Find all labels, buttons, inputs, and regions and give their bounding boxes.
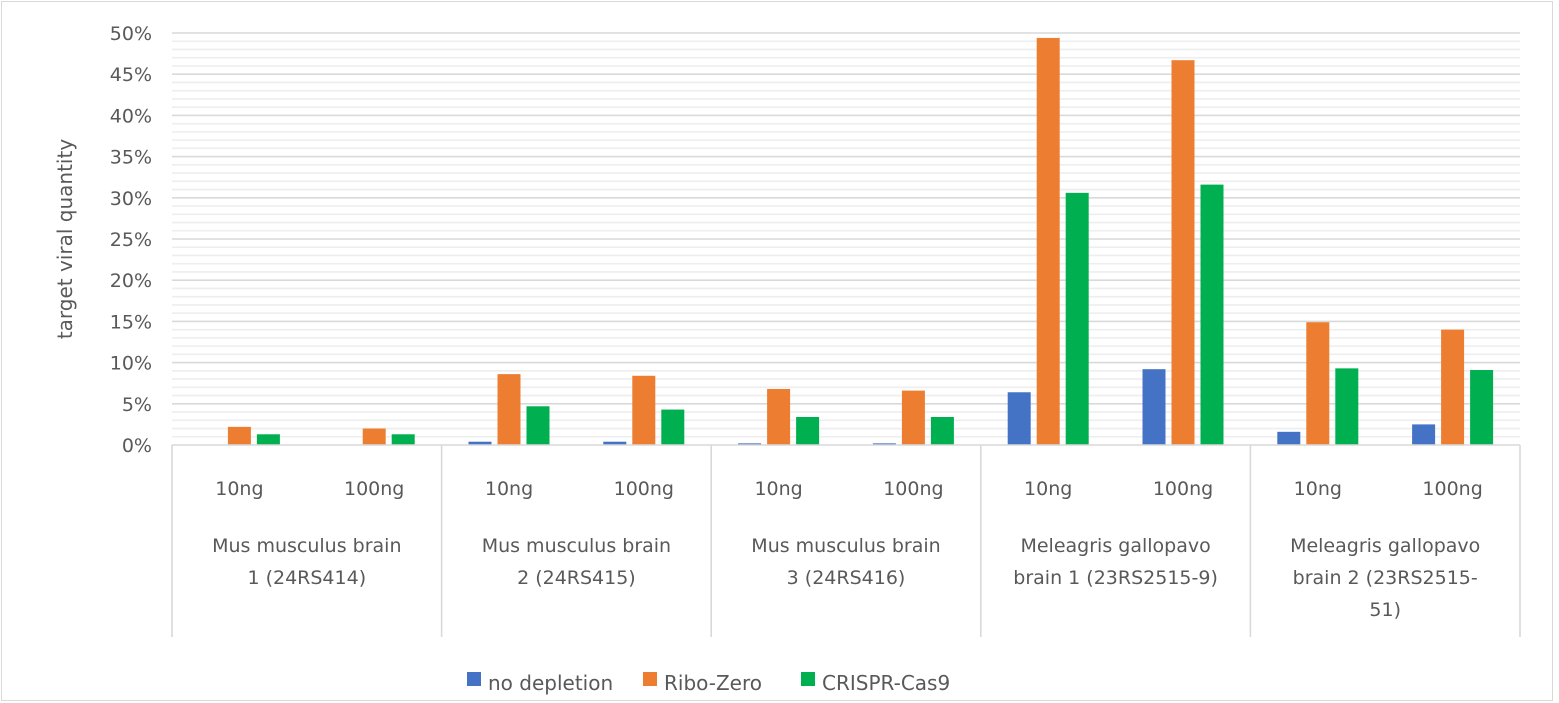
y-axis-title: target viral quantity bbox=[53, 139, 77, 339]
category-label: 10ng bbox=[754, 478, 802, 500]
category-label: 10ng bbox=[1294, 478, 1342, 500]
category-label: 100ng bbox=[1422, 478, 1482, 500]
bar-ribo-zero bbox=[1306, 322, 1330, 445]
bar-crispr-cas9 bbox=[1065, 192, 1089, 445]
bar-ribo-zero bbox=[767, 388, 791, 445]
bar-crispr-cas9 bbox=[661, 409, 685, 445]
bar-ribo-zero bbox=[901, 390, 925, 445]
category-label: 10ng bbox=[1024, 478, 1072, 500]
y-tick-label: 20% bbox=[110, 270, 152, 292]
group-label: 2 (24RS415) bbox=[517, 567, 636, 589]
bar-no-depletion bbox=[1277, 431, 1301, 445]
bar-ribo-zero bbox=[362, 428, 386, 445]
legend-swatch-crispr-cas9 bbox=[801, 672, 815, 686]
bar-crispr-cas9 bbox=[1470, 370, 1494, 445]
category-label: 100ng bbox=[614, 478, 674, 500]
group-label: Meleagris gallopavo bbox=[1020, 535, 1210, 557]
bar-crispr-cas9 bbox=[796, 416, 820, 445]
legend-swatch-ribo-zero bbox=[643, 672, 657, 686]
bar-no-depletion bbox=[1007, 392, 1031, 445]
legend-label: CRISPR-Cas9 bbox=[822, 671, 950, 695]
bar-crispr-cas9 bbox=[1200, 184, 1224, 445]
group-label: Mus musculus brain bbox=[751, 535, 940, 557]
bar-no-depletion bbox=[738, 443, 762, 445]
category-label: 10ng bbox=[485, 478, 533, 500]
bar-no-depletion bbox=[1412, 424, 1436, 445]
y-tick-label: 35% bbox=[110, 147, 152, 169]
legend: no depletion Ribo-Zero CRISPR-Cas9 bbox=[467, 671, 950, 695]
group-label: brain 1 (23RS2515-9) bbox=[1013, 567, 1218, 589]
group-label: 51) bbox=[1369, 599, 1401, 621]
group-label: 1 (24RS414) bbox=[247, 567, 366, 589]
legend-label: no depletion bbox=[488, 671, 613, 695]
bar-crispr-cas9 bbox=[1335, 368, 1359, 445]
bar-ribo-zero bbox=[497, 374, 521, 445]
group-label: Mus musculus brain bbox=[212, 535, 401, 557]
y-axis-ticks: 0% 5% 10% 15% 20% 25% 30% 35% 40% 45% 50% bbox=[110, 23, 152, 457]
bar-crispr-cas9 bbox=[391, 434, 415, 445]
gridlines bbox=[172, 32, 1520, 438]
y-tick-label: 45% bbox=[110, 64, 152, 86]
category-label: 10ng bbox=[215, 478, 263, 500]
y-tick-label: 30% bbox=[110, 188, 152, 210]
bar-crispr-cas9 bbox=[930, 416, 954, 445]
bars bbox=[227, 37, 1494, 445]
y-tick-label: 25% bbox=[110, 229, 152, 251]
x-axis: 10ng 100ng 10ng 100ng 10ng 100ng 10ng 100ng 10ng… bbox=[171, 444, 1521, 637]
group-label: Mus musculus brain bbox=[482, 535, 671, 557]
bar-ribo-zero bbox=[1036, 37, 1060, 445]
bar-ribo-zero bbox=[227, 426, 251, 445]
y-tick-label: 5% bbox=[122, 394, 152, 416]
bar-crispr-cas9 bbox=[256, 434, 280, 445]
group-label: Meleagris gallopavo bbox=[1290, 535, 1480, 557]
group-label: brain 2 (23RS2515- bbox=[1293, 567, 1478, 589]
bar-crispr-cas9 bbox=[526, 406, 550, 445]
y-tick-label: 40% bbox=[110, 105, 152, 127]
y-tick-label: 0% bbox=[122, 435, 152, 457]
category-label: 100ng bbox=[1153, 478, 1213, 500]
bar-no-depletion bbox=[468, 441, 492, 445]
legend-label: Ribo-Zero bbox=[664, 671, 762, 695]
group-label: 3 (24RS416) bbox=[787, 567, 906, 589]
bar-ribo-zero bbox=[1441, 329, 1465, 445]
bar-no-depletion bbox=[872, 443, 896, 445]
bar-ribo-zero bbox=[1171, 60, 1195, 445]
category-label: 100ng bbox=[344, 478, 404, 500]
bar-no-depletion bbox=[603, 441, 627, 445]
y-tick-label: 15% bbox=[110, 311, 152, 333]
legend-swatch-no-depletion bbox=[467, 672, 481, 686]
y-tick-label: 50% bbox=[110, 23, 152, 45]
category-label: 100ng bbox=[883, 478, 943, 500]
bar-no-depletion bbox=[1142, 369, 1166, 445]
y-tick-label: 10% bbox=[110, 353, 152, 375]
bar-ribo-zero bbox=[632, 375, 656, 445]
